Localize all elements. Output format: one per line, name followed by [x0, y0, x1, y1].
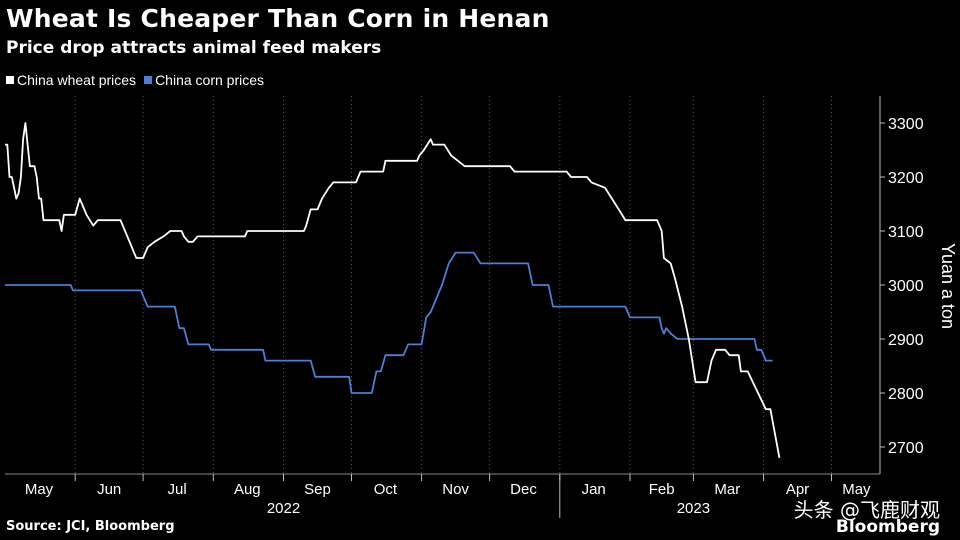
y-axis-title: Yuan a ton	[938, 243, 958, 329]
legend-swatch-corn	[144, 76, 153, 84]
x-tick-label-10: Mar	[714, 481, 740, 498]
y-tick-label-2700: 2700	[888, 440, 924, 457]
chart-subtitle: Price drop attracts animal feed makers	[6, 38, 382, 58]
chart-title: Wheat Is Cheaper Than Corn in Henan	[6, 4, 550, 33]
x-tick-label-8: Jan	[582, 481, 606, 498]
series-line-wheat	[5, 122, 781, 458]
x-tick-label-5: Oct	[374, 481, 398, 498]
x-tick-label-7: Dec	[510, 481, 537, 498]
legend-item-wheat: China wheat prices	[6, 72, 136, 88]
x-tick-label-11: Apr	[786, 481, 809, 498]
y-tick-label-3300: 3300	[888, 116, 924, 133]
legend-label-corn: China corn prices	[155, 72, 264, 88]
brand-logo: Bloomberg	[835, 517, 940, 537]
y-tick-label-3000: 3000	[888, 278, 924, 295]
y-tick-label-2800: 2800	[888, 386, 924, 403]
series-line-corn	[5, 251, 773, 394]
watermark: 头条 @飞鹿财观	[793, 498, 940, 522]
legend-label-wheat: China wheat prices	[17, 72, 137, 88]
x-tick-label-1: Jun	[97, 481, 121, 498]
year-label-2023: 2023	[677, 500, 710, 517]
x-tick-label-2: Jul	[168, 481, 187, 498]
x-tick-label-6: Nov	[442, 481, 469, 498]
x-tick-label-0: May	[25, 481, 54, 498]
x-tick-label-3: Aug	[234, 481, 261, 498]
x-tick-label-12: May	[842, 481, 871, 498]
x-tick-label-4: Sep	[304, 481, 331, 498]
y-tick-label-2900: 2900	[888, 332, 924, 349]
legend-item-corn: China corn prices	[144, 72, 264, 88]
y-tick-label-3200: 3200	[888, 170, 924, 187]
source-note: Source: JCI, Bloomberg	[6, 519, 175, 534]
year-label-2022: 2022	[267, 500, 300, 517]
y-tick-label-3100: 3100	[888, 224, 924, 241]
x-tick-label-9: Feb	[649, 481, 675, 498]
legend: China wheat prices China corn prices	[6, 72, 264, 88]
legend-swatch-wheat	[6, 76, 14, 84]
